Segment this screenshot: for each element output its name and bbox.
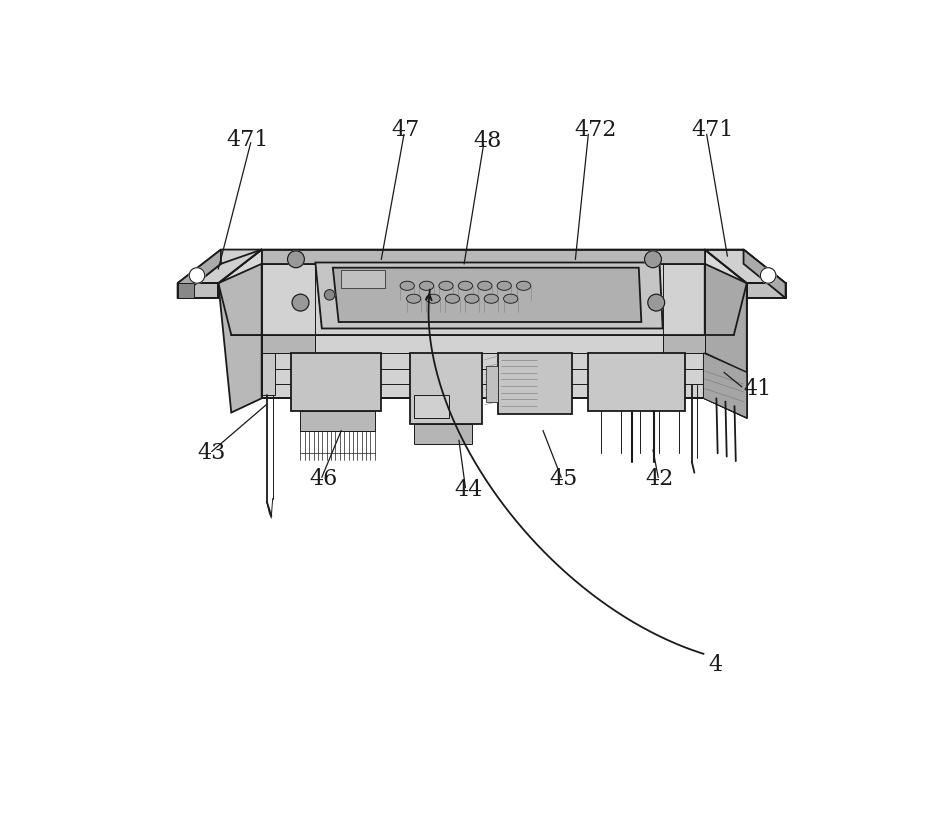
Polygon shape <box>411 353 482 424</box>
Ellipse shape <box>400 281 414 291</box>
Circle shape <box>644 251 661 268</box>
Polygon shape <box>262 264 705 398</box>
Ellipse shape <box>517 281 531 291</box>
Polygon shape <box>498 353 572 414</box>
Polygon shape <box>178 283 219 298</box>
Polygon shape <box>744 249 785 298</box>
Polygon shape <box>486 366 498 402</box>
Polygon shape <box>219 264 262 412</box>
Polygon shape <box>262 353 274 395</box>
Ellipse shape <box>478 281 492 291</box>
Text: 471: 471 <box>692 119 734 141</box>
Text: 46: 46 <box>309 468 337 491</box>
Circle shape <box>324 290 335 300</box>
Circle shape <box>288 251 305 268</box>
Polygon shape <box>705 264 746 417</box>
Polygon shape <box>705 249 785 283</box>
Text: 4: 4 <box>708 654 722 676</box>
Text: 472: 472 <box>574 119 617 141</box>
Circle shape <box>189 268 204 283</box>
Polygon shape <box>178 249 221 298</box>
Circle shape <box>761 268 776 283</box>
Polygon shape <box>588 353 685 412</box>
Ellipse shape <box>458 281 473 291</box>
Text: 44: 44 <box>454 479 482 501</box>
Ellipse shape <box>407 294 421 303</box>
Ellipse shape <box>426 294 440 303</box>
Polygon shape <box>315 262 663 328</box>
Text: 45: 45 <box>550 468 578 491</box>
Polygon shape <box>704 353 746 417</box>
Polygon shape <box>746 283 785 298</box>
Polygon shape <box>178 249 262 283</box>
Polygon shape <box>333 268 641 322</box>
Polygon shape <box>219 249 746 335</box>
Text: 43: 43 <box>197 443 225 465</box>
Ellipse shape <box>439 281 453 291</box>
Polygon shape <box>262 335 315 353</box>
Text: 48: 48 <box>474 130 502 152</box>
Text: 471: 471 <box>226 129 269 150</box>
Polygon shape <box>413 395 449 417</box>
Text: 42: 42 <box>645 468 674 491</box>
Polygon shape <box>178 283 194 298</box>
Ellipse shape <box>484 294 499 303</box>
Text: 41: 41 <box>744 378 772 400</box>
Polygon shape <box>413 424 472 444</box>
Polygon shape <box>663 335 705 353</box>
Ellipse shape <box>497 281 512 291</box>
Polygon shape <box>301 412 375 431</box>
Polygon shape <box>342 270 385 288</box>
Circle shape <box>648 294 665 311</box>
Polygon shape <box>705 353 746 417</box>
Polygon shape <box>262 249 705 264</box>
Text: 47: 47 <box>391 119 419 141</box>
Ellipse shape <box>419 281 433 291</box>
Polygon shape <box>290 353 381 412</box>
Circle shape <box>292 294 309 311</box>
Ellipse shape <box>503 294 517 303</box>
Ellipse shape <box>446 294 460 303</box>
Ellipse shape <box>464 294 479 303</box>
